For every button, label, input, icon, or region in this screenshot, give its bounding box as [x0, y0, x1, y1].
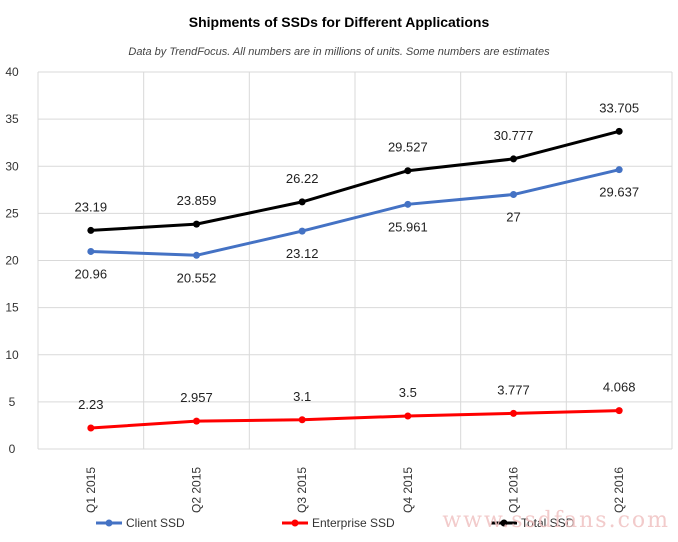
y-tick-label: 5 — [9, 395, 16, 409]
y-tick-label: 40 — [5, 65, 19, 79]
data-label: 2.957 — [180, 390, 213, 405]
data-label: 20.96 — [75, 266, 108, 281]
data-point — [193, 251, 200, 259]
data-label: 2.23 — [78, 397, 103, 412]
data-point — [615, 407, 623, 415]
series-line — [90, 409, 620, 430]
x-tick-label: Q4 2015 — [401, 467, 415, 513]
data-label: 3.5 — [399, 385, 417, 400]
series-line — [90, 129, 620, 232]
legend-marker — [291, 519, 299, 527]
data-point — [298, 416, 306, 424]
watermark: www.ssdfans.com — [442, 508, 670, 533]
data-label: 27 — [506, 210, 520, 225]
data-label: 4.068 — [603, 380, 636, 395]
data-label: 3.777 — [497, 382, 530, 397]
x-tick-label: Q2 2016 — [612, 467, 626, 513]
x-tick-label: Q2 2015 — [190, 467, 204, 513]
data-point — [87, 226, 95, 234]
x-tick-label: Q1 2016 — [507, 467, 521, 513]
series-lines — [87, 127, 623, 432]
data-point — [615, 127, 623, 135]
data-label: 33.705 — [599, 100, 639, 115]
series-line — [90, 168, 620, 257]
legend-marker — [105, 519, 113, 527]
data-point — [87, 424, 95, 432]
y-tick-label: 0 — [9, 442, 16, 456]
chart-subtitle: Data by TrendFocus. All numbers are in m… — [128, 46, 550, 58]
legend-marker — [500, 519, 508, 527]
y-tick-label: 25 — [5, 206, 19, 220]
data-point — [510, 191, 517, 199]
data-label: 30.777 — [494, 128, 534, 143]
data-labels: 20.96 20.552 23.12 25.961 27 29.637 2.23 2.957 3… — [75, 100, 639, 412]
data-label: 29.637 — [599, 185, 639, 200]
data-label: 23.19 — [75, 199, 108, 214]
data-point — [510, 155, 517, 163]
data-label: 26.22 — [286, 171, 319, 186]
legend-label: Enterprise SSD — [312, 516, 395, 530]
y-tick-label: 15 — [5, 301, 19, 315]
data-label: 23.859 — [177, 193, 217, 208]
data-point — [193, 417, 200, 425]
y-tick-label: 30 — [5, 159, 19, 173]
data-label: 25.961 — [388, 219, 428, 234]
data-point — [298, 227, 306, 235]
data-label: 29.527 — [388, 140, 428, 155]
grid — [37, 71, 673, 450]
chart-title: Shipments of SSDs for Different Applicat… — [189, 14, 490, 30]
data-label: 23.12 — [286, 246, 319, 261]
legend-label: Client SSD — [126, 516, 185, 530]
data-label: 20.552 — [177, 270, 217, 285]
data-label: 3.1 — [293, 389, 311, 404]
legend: Client SSD Enterprise SSD Total SSD — [96, 516, 575, 530]
y-tick-label: 20 — [5, 254, 19, 268]
data-point — [510, 409, 517, 417]
data-point — [404, 200, 412, 208]
data-point — [87, 247, 95, 255]
data-point — [615, 166, 623, 174]
legend-label: Total SSD — [521, 516, 575, 530]
data-point — [404, 412, 412, 420]
x-tick-label: Q3 2015 — [295, 467, 309, 513]
y-tick-label: 10 — [5, 348, 19, 362]
axes: 0 5 10 15 20 25 30 35 40 Q1 2015 Q2 2015 Q3 2015 Q4 … — [5, 65, 626, 513]
data-point — [193, 220, 200, 228]
data-point — [404, 167, 412, 175]
x-tick-label: Q1 2015 — [84, 467, 98, 513]
data-point — [298, 198, 306, 206]
y-tick-label: 35 — [5, 112, 19, 126]
